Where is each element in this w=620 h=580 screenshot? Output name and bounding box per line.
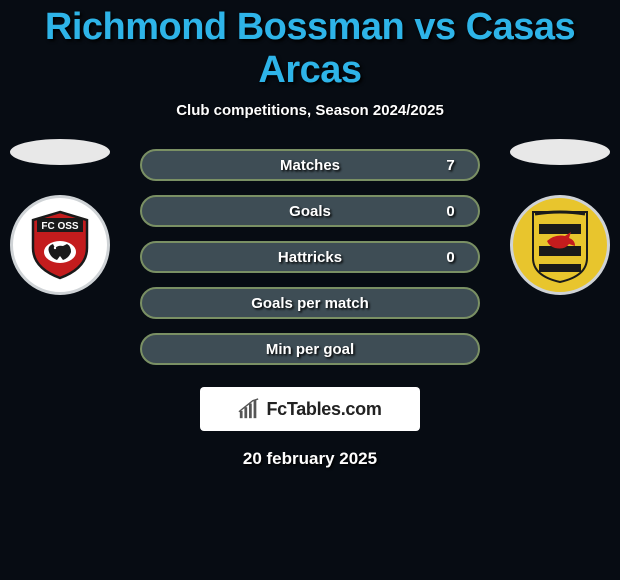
stat-label: Hattricks: [197, 249, 423, 266]
stat-row-goals-per-match: Goals per match: [140, 287, 480, 319]
bar-chart-icon: [238, 398, 260, 420]
right-team-crest: [510, 195, 610, 295]
comparison-date: 20 february 2025: [0, 449, 620, 469]
left-team-crest: FC OSS: [10, 195, 110, 295]
branding-badge: FcTables.com: [200, 387, 420, 431]
stat-label: Goals: [197, 203, 423, 220]
left-placeholder-ellipse: [10, 139, 110, 165]
stat-rows: Matches 7 Goals 0 Hattricks 0 Goals per …: [140, 149, 480, 365]
cambuur-badge-icon: [525, 206, 595, 284]
stat-right-value: 7: [423, 157, 478, 174]
left-team-column: FC OSS: [0, 139, 120, 295]
right-placeholder-ellipse: [510, 139, 610, 165]
stat-row-min-per-goal: Min per goal: [140, 333, 480, 365]
stat-label: Goals per match: [197, 295, 423, 312]
stat-row-matches: Matches 7: [140, 149, 480, 181]
stat-label: Min per goal: [197, 341, 423, 358]
page-title: Richmond Bossman vs Casas Arcas: [0, 0, 620, 92]
svg-text:FC OSS: FC OSS: [41, 221, 79, 232]
comparison-content: FC OSS Matches 7: [0, 149, 620, 469]
stat-right-value: 0: [423, 203, 478, 220]
stat-right-value: 0: [423, 249, 478, 266]
fc-oss-badge-icon: FC OSS: [25, 210, 95, 280]
subtitle: Club competitions, Season 2024/2025: [0, 102, 620, 119]
stat-label: Matches: [197, 157, 423, 174]
branding-label: FcTables.com: [266, 399, 381, 420]
stat-row-hattricks: Hattricks 0: [140, 241, 480, 273]
right-team-column: [500, 139, 620, 295]
stat-row-goals: Goals 0: [140, 195, 480, 227]
